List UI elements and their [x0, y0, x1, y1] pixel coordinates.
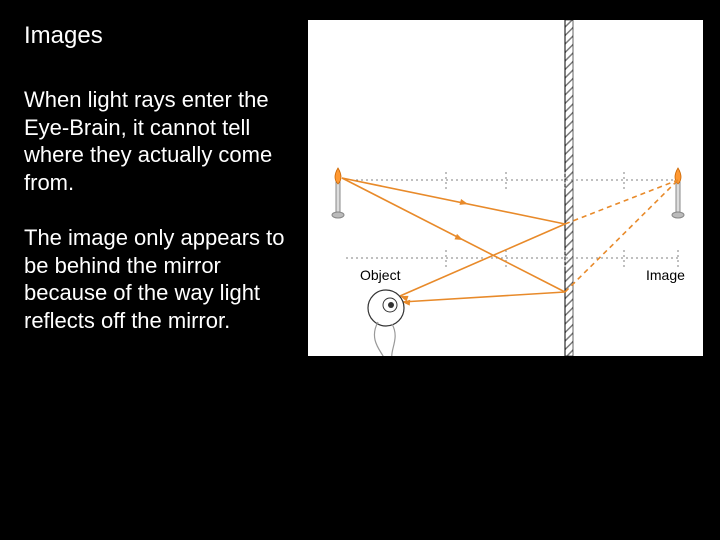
- mirror-diagram: Object Image: [308, 20, 703, 356]
- diagram-svg: [308, 20, 703, 356]
- paragraph-2: The image only appears to be behind the …: [24, 224, 294, 334]
- image-label: Image: [646, 267, 685, 283]
- slide-title: Images: [24, 22, 103, 50]
- paragraph-1: When light rays enter the Eye-Brain, it …: [24, 86, 284, 196]
- object-label: Object: [360, 267, 400, 283]
